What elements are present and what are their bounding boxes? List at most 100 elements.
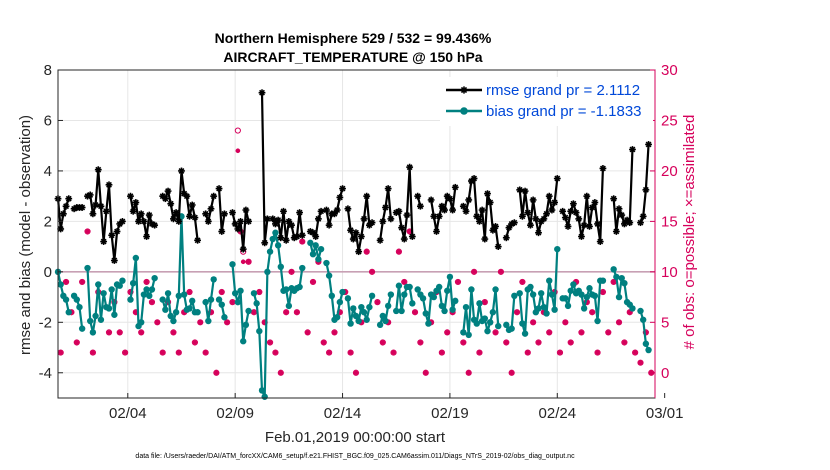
bias-point bbox=[395, 282, 403, 289]
bias-point bbox=[229, 261, 236, 268]
obs-assimilated-point-stroke-3 bbox=[536, 340, 541, 345]
rmse-point bbox=[596, 238, 604, 245]
bias-point bbox=[105, 305, 113, 312]
obs-assimilated-point-stroke-3 bbox=[106, 330, 112, 335]
rmse-point bbox=[629, 146, 636, 153]
bias-point bbox=[551, 306, 558, 313]
rmse-point-stroke-3 bbox=[175, 218, 182, 225]
bias-point bbox=[242, 321, 250, 329]
rmse-point-stroke-3 bbox=[565, 223, 571, 230]
x-tick-label-5: 03/01 bbox=[646, 405, 684, 422]
rmse-point bbox=[360, 215, 368, 223]
rmse-point bbox=[89, 210, 97, 218]
obs-assimilated-point bbox=[214, 370, 219, 376]
bias-point bbox=[422, 310, 429, 317]
rmse-point-stroke-3 bbox=[618, 212, 625, 219]
rmse-point bbox=[127, 192, 134, 200]
rmse-point-stroke-3 bbox=[146, 212, 153, 219]
rmse-point-stroke-3 bbox=[570, 200, 577, 207]
obs-assimilated-point bbox=[85, 229, 90, 234]
rmse-point-stroke-3 bbox=[106, 181, 112, 188]
obs-assimilated-point bbox=[171, 330, 176, 335]
rmse-point bbox=[551, 199, 559, 206]
bias-point bbox=[492, 286, 499, 293]
bias-point bbox=[425, 320, 432, 327]
obs-assimilated-point bbox=[283, 309, 289, 315]
bias-point bbox=[368, 292, 376, 300]
bias-point bbox=[476, 300, 483, 307]
obs-assimilated-point-stroke-3 bbox=[396, 249, 402, 254]
obs-assimilated-point-stroke-3 bbox=[461, 340, 466, 345]
obs-assimilated-point-stroke-3 bbox=[407, 229, 412, 234]
rmse-point-stroke-3 bbox=[573, 209, 580, 216]
rmse-point bbox=[427, 196, 435, 204]
obs-assimilated-point bbox=[589, 309, 595, 315]
x-tick-label-0: 02/04 bbox=[109, 405, 147, 422]
obs-possible-point bbox=[148, 299, 156, 306]
obs-possible-point bbox=[395, 248, 403, 255]
bias-point bbox=[272, 229, 279, 236]
rmse-point-stroke-3 bbox=[100, 238, 107, 245]
obs-assimilated-point bbox=[493, 330, 498, 335]
x-tick-label-1: 02/09 bbox=[216, 405, 254, 422]
rmse-point bbox=[408, 233, 416, 240]
rmse-point-stroke-3 bbox=[430, 213, 437, 220]
obs-assimilated-point-stroke-3 bbox=[117, 330, 122, 335]
obs-assimilated-point bbox=[401, 279, 407, 285]
rmse-point-stroke-3 bbox=[543, 210, 550, 217]
obs-assimilated-point bbox=[439, 350, 445, 355]
rmse-point-stroke-3 bbox=[275, 217, 282, 224]
obs-assimilated-point bbox=[58, 350, 63, 355]
bias-point bbox=[570, 281, 577, 288]
bias-point bbox=[462, 303, 470, 311]
bias-point bbox=[511, 292, 518, 300]
obs-assimilated-point-stroke-3 bbox=[278, 370, 283, 375]
bias-point bbox=[435, 283, 443, 291]
rmse-point-stroke-3 bbox=[385, 185, 392, 192]
bias-point bbox=[62, 296, 70, 303]
rmse-point bbox=[355, 248, 363, 256]
rmse-segment-20 bbox=[561, 168, 605, 243]
rmse-point-stroke-3 bbox=[387, 215, 394, 222]
rmse-point-stroke-3 bbox=[484, 190, 491, 197]
obs-assimilated-point bbox=[536, 340, 541, 345]
rmse-point bbox=[237, 217, 244, 225]
bias-point bbox=[473, 320, 480, 327]
rmse-point bbox=[553, 175, 561, 182]
rmse-point-stroke-3 bbox=[181, 190, 188, 197]
bias-point bbox=[414, 286, 421, 293]
bias-point bbox=[580, 305, 588, 312]
rmse-point bbox=[433, 228, 440, 235]
rmse-point-stroke-3 bbox=[626, 219, 633, 226]
rmse-point bbox=[229, 209, 236, 216]
bias-point bbox=[438, 302, 446, 310]
bias-point bbox=[537, 290, 545, 297]
bias-point bbox=[554, 245, 561, 253]
obs-possible-point bbox=[411, 309, 419, 316]
bias-point bbox=[401, 291, 408, 298]
obs-assimilated-point bbox=[611, 279, 616, 285]
rmse-point bbox=[242, 206, 250, 214]
bias-point bbox=[336, 298, 344, 306]
bias-point bbox=[205, 317, 212, 325]
rmse-point bbox=[626, 219, 634, 227]
bias-point bbox=[148, 286, 156, 293]
bias-point bbox=[127, 296, 134, 303]
rmse-point-stroke-3 bbox=[492, 223, 499, 230]
rmse-point bbox=[288, 221, 295, 229]
rmse-segment-22 bbox=[639, 144, 650, 224]
rmse-point bbox=[119, 217, 126, 225]
rmse-point-stroke-3 bbox=[358, 233, 365, 240]
rmse-point bbox=[379, 217, 387, 225]
rmse-point-stroke-3 bbox=[404, 212, 410, 219]
x-tick-label-2: 02/14 bbox=[324, 405, 362, 422]
rmse-point bbox=[524, 209, 532, 216]
bias-point bbox=[379, 312, 387, 320]
rmse-point bbox=[191, 214, 199, 221]
rmse-point-stroke-3 bbox=[269, 215, 276, 222]
y-right-tick-label-5: 25 bbox=[661, 112, 678, 129]
obs-assimilated-point bbox=[466, 370, 472, 376]
rmse-point bbox=[258, 89, 266, 97]
obs-possible-point bbox=[143, 278, 150, 286]
rmse-segment-12 bbox=[346, 195, 373, 253]
